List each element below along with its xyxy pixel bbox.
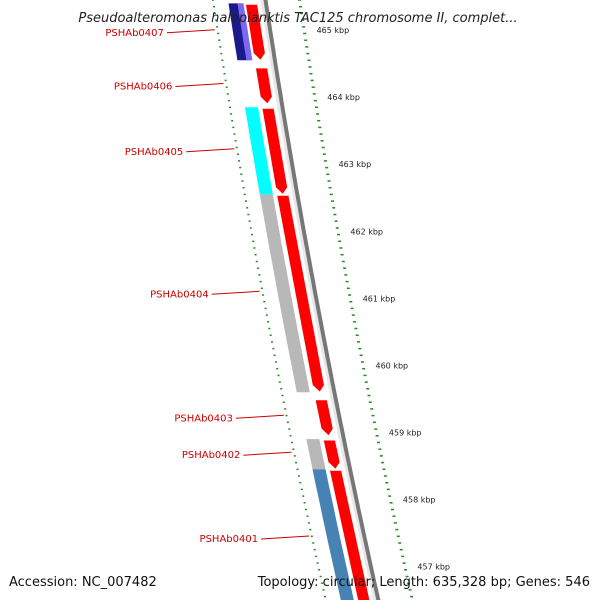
cds-arrow (322, 439, 341, 470)
cds-arrow (314, 399, 334, 437)
cds-arrow (261, 107, 289, 196)
gene-label[interactable]: PSHAb0405 (125, 147, 184, 158)
gene-labels: PSHAb0407 PSHAb0406 PSHAb0405 PSHAb0404 PSHA… (105, 28, 310, 545)
cds-arrow (329, 469, 371, 600)
map-title: Pseudoalteromonas haloplanktis TAC125 ch… (78, 11, 517, 26)
genome-summary-text: Topology: circular; Length: 635,328 bp; … (257, 575, 590, 590)
label-leader (243, 451, 292, 456)
label-leader (166, 29, 215, 34)
gene-label[interactable]: PSHAb0401 (200, 534, 259, 545)
kbp-tick-label: 463 kbp (339, 160, 372, 169)
gene-label[interactable]: PSHAb0402 (182, 450, 241, 461)
cog-segment-secondary (237, 3, 253, 61)
label-leader (186, 148, 235, 153)
label-leader (235, 414, 284, 419)
cds-arrow (276, 194, 325, 393)
kbp-tick-label: 462 kbp (350, 227, 383, 236)
header: Pseudoalteromonas haloplanktis TAC125 ch… (78, 11, 517, 26)
cog-segment (259, 194, 310, 393)
footer: Accession: NC_007482 Topology: circular;… (9, 575, 590, 590)
gene-label[interactable]: PSHAb0406 (114, 82, 173, 93)
cog-segment (306, 439, 326, 470)
kbp-tick-label: 464 kbp (327, 93, 360, 102)
kbp-tick-label: 457 kbp (417, 563, 450, 572)
cds-arrow (245, 4, 266, 61)
cog-segment (245, 107, 273, 195)
label-leader (175, 83, 224, 87)
cds-arrow (255, 67, 273, 105)
kbp-tick-label: 465 kbp (317, 26, 350, 35)
label-leader (211, 290, 260, 295)
backbone-inner (260, 0, 377, 600)
kbp-tick-label: 460 kbp (376, 361, 409, 370)
gene-label[interactable]: PSHAb0407 (105, 28, 164, 39)
gene-label[interactable]: PSHAb0403 (174, 413, 233, 424)
cog-segment (312, 469, 354, 600)
cds-track (245, 4, 371, 600)
kbp-ruler: 465 kbp 464 kbp 463 kbp 462 kbp 461 kbp 460 k… (212, 0, 450, 598)
accession-text: Accession: NC_007482 (9, 575, 157, 590)
gene-label[interactable]: PSHAb0404 (150, 289, 209, 300)
label-leader (261, 535, 310, 540)
backbone-outer (262, 0, 381, 600)
kbp-tick-label: 459 kbp (389, 428, 422, 437)
kbp-tick-label: 461 kbp (363, 294, 396, 303)
kbp-tick-label: 458 kbp (403, 495, 436, 504)
cog-track (228, 3, 354, 600)
genome-backbone (260, 0, 381, 600)
